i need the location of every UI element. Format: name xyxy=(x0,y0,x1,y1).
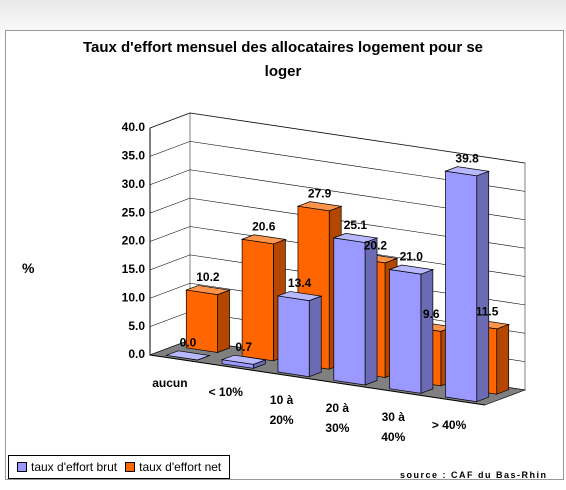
bar-front xyxy=(445,170,478,403)
y-tick-label: 35.0 xyxy=(122,149,146,163)
bar-top xyxy=(444,166,491,177)
bar-front xyxy=(277,295,310,378)
grid-line xyxy=(149,141,526,192)
bar-side xyxy=(420,269,434,394)
bar-side xyxy=(217,289,230,354)
value-label: 10.2 xyxy=(196,270,220,284)
value-label: 11.5 xyxy=(476,304,499,318)
legend-label: taux d'effort brut xyxy=(31,460,118,474)
bar-front xyxy=(333,237,366,386)
value-label: 21.0 xyxy=(400,250,424,264)
y-tick-label: 30.0 xyxy=(122,177,146,191)
bar xyxy=(332,233,379,386)
value-label: 39.8 xyxy=(455,151,479,165)
bar xyxy=(276,291,323,378)
value-label: 20.2 xyxy=(364,238,388,252)
bar-top xyxy=(332,233,379,243)
bar-top xyxy=(388,264,435,275)
bar xyxy=(164,350,211,361)
legend-swatch xyxy=(125,462,136,472)
bar-side xyxy=(496,323,510,395)
y-tick-label: 25.0 xyxy=(122,205,146,219)
bar xyxy=(184,285,231,354)
value-label: 9.6 xyxy=(423,307,440,321)
bar xyxy=(388,264,435,394)
y-tick-label: 20.0 xyxy=(122,234,146,248)
value-label: 20.6 xyxy=(252,220,276,234)
legend: taux d'effort brut taux d'effort net xyxy=(8,455,231,479)
value-label: 27.9 xyxy=(308,186,332,200)
bar-top xyxy=(184,285,231,295)
x-tick-label: 30 à 40% xyxy=(381,409,406,444)
bar-top xyxy=(276,291,323,301)
value-label: 0.7 xyxy=(235,340,252,354)
bar xyxy=(220,354,267,369)
legend-label: taux d'effort net xyxy=(139,460,222,474)
y-tick-label: 15.0 xyxy=(122,262,146,276)
x-tick-label: < 10% xyxy=(208,384,243,399)
source-note: source : CAF du Bas-Rhin xyxy=(400,470,548,480)
grid-line xyxy=(149,112,526,164)
bar-top xyxy=(240,234,287,245)
x-tick-label: aucun xyxy=(152,376,188,391)
bar-top xyxy=(296,201,343,212)
bar-side xyxy=(308,295,322,378)
bar-top xyxy=(220,354,267,365)
grid-line xyxy=(149,169,526,221)
x-tick-label: 10 à 20% xyxy=(269,392,294,427)
y-tick-label: 40.0 xyxy=(122,120,146,134)
y-tick-label: 0.0 xyxy=(128,347,145,361)
bar-side xyxy=(476,170,490,403)
legend-swatch xyxy=(17,462,27,472)
chart-title: Taux d'effort mensuel des allocataires l… xyxy=(82,39,484,80)
y-tick-label: 5.0 xyxy=(128,319,145,333)
bar-front xyxy=(389,269,422,394)
y-axis-label: % xyxy=(22,260,35,276)
x-tick-label: 20 à 30% xyxy=(325,401,350,436)
value-label: 25.1 xyxy=(344,218,368,232)
grid-line xyxy=(149,197,526,249)
value-label: 0.0 xyxy=(180,336,197,350)
bar xyxy=(444,166,491,403)
x-tick-label: > 40% xyxy=(431,417,467,432)
value-label: 13.4 xyxy=(288,276,312,290)
grid-line xyxy=(149,226,526,277)
bar-top xyxy=(164,350,211,361)
x-axis xyxy=(149,354,486,406)
y-tick-label: 10.0 xyxy=(122,290,146,304)
bar-side xyxy=(364,237,378,386)
